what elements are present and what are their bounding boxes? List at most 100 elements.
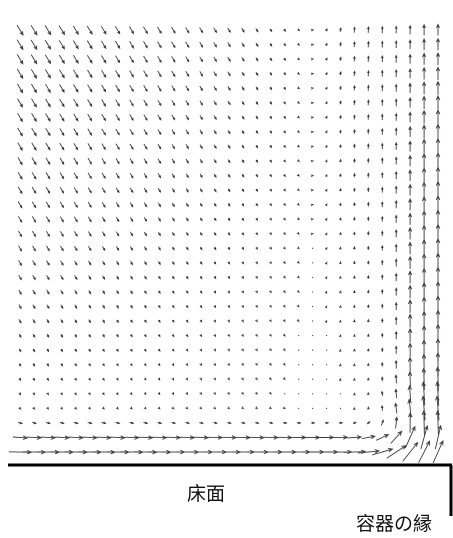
velocity-arrow <box>380 171 384 179</box>
velocity-arrow <box>324 203 328 207</box>
velocity-arrow <box>353 245 356 250</box>
velocity-arrow <box>59 142 65 151</box>
velocity-arrow <box>249 435 265 440</box>
velocity-arrow <box>87 143 93 151</box>
velocity-arrow <box>324 188 328 192</box>
velocity-arrow <box>60 377 63 382</box>
velocity-arrow <box>74 406 78 410</box>
velocity-arrow <box>255 130 259 135</box>
velocity-arrow <box>32 392 36 396</box>
velocity-arrow <box>366 362 370 366</box>
velocity-arrow <box>241 57 245 62</box>
velocity-arrow <box>366 318 370 323</box>
velocity-arrow <box>44 54 52 65</box>
velocity-arrow <box>87 113 93 122</box>
velocity-arrow <box>339 202 342 206</box>
velocity-arrow <box>199 246 203 251</box>
velocity-arrow <box>46 230 50 238</box>
velocity-arrow <box>17 157 23 166</box>
velocity-arrow <box>143 99 148 107</box>
velocity-arrow <box>46 289 50 295</box>
velocity-arrow <box>408 96 412 108</box>
velocity-arrow <box>185 275 189 280</box>
velocity-arrow <box>357 449 380 454</box>
velocity-arrow <box>269 28 273 33</box>
velocity-arrow <box>227 71 231 77</box>
velocity-arrow <box>17 98 24 108</box>
velocity-arrow <box>353 392 356 396</box>
velocity-arrow <box>102 348 105 353</box>
velocity-arrow <box>46 275 50 281</box>
velocity-arrow <box>59 172 65 180</box>
velocity-arrow <box>12 435 29 440</box>
velocity-arrow <box>157 55 162 63</box>
velocity-arrow <box>60 333 64 338</box>
velocity-arrow <box>60 260 64 266</box>
velocity-arrow <box>143 158 148 165</box>
velocity-arrow <box>353 216 356 221</box>
velocity-arrow <box>143 173 148 179</box>
velocity-arrow <box>407 356 413 372</box>
velocity-arrow <box>171 305 175 309</box>
velocity-arrow <box>353 348 356 352</box>
velocity-arrow <box>101 216 106 223</box>
velocity-arrow <box>297 71 301 75</box>
velocity-arrow <box>324 261 328 265</box>
velocity-arrow <box>74 245 78 252</box>
velocity-arrow <box>255 86 259 91</box>
velocity-arrow <box>199 261 203 265</box>
velocity-arrow <box>394 25 398 34</box>
velocity-arrow <box>199 276 203 280</box>
velocity-arrow <box>324 115 328 119</box>
velocity-arrow <box>18 319 22 324</box>
velocity-arrow <box>102 377 105 382</box>
velocity-arrow <box>157 41 162 49</box>
velocity-arrow <box>213 202 217 207</box>
velocity-arrow <box>269 57 273 62</box>
velocity-arrow <box>380 361 384 367</box>
velocity-arrow <box>213 276 217 280</box>
velocity-arrow <box>324 421 330 425</box>
velocity-arrow <box>241 144 245 149</box>
velocity-arrow <box>157 334 161 338</box>
velocity-arrow <box>129 406 133 410</box>
velocity-arrow <box>366 274 370 279</box>
velocity-arrow <box>101 202 106 208</box>
velocity-arrow <box>185 348 189 352</box>
velocity-arrow <box>227 246 231 251</box>
velocity-arrow <box>213 56 217 63</box>
velocity-arrow <box>269 130 273 134</box>
velocity-arrow <box>18 348 22 353</box>
velocity-arrow <box>353 172 356 178</box>
velocity-arrow <box>101 40 107 50</box>
velocity-arrow <box>394 359 398 369</box>
velocity-arrow <box>353 70 356 77</box>
velocity-arrow <box>213 115 217 121</box>
velocity-arrow <box>166 435 182 440</box>
velocity-arrow <box>157 217 161 222</box>
velocity-arrow <box>227 27 231 34</box>
velocity-arrow <box>87 421 93 425</box>
velocity-arrow <box>394 214 398 223</box>
velocity-arrow <box>185 334 189 338</box>
velocity-arrow <box>394 185 398 194</box>
velocity-arrow <box>269 304 272 308</box>
velocity-arrow <box>213 85 217 92</box>
velocity-arrow <box>310 174 315 178</box>
velocity-arrow <box>421 210 427 228</box>
velocity-arrow <box>116 348 119 353</box>
velocity-arrow <box>32 348 36 353</box>
velocity-arrow <box>138 435 154 440</box>
velocity-arrow <box>436 23 440 36</box>
velocity-arrow <box>367 406 370 410</box>
velocity-arrow <box>312 262 314 264</box>
velocity-arrow <box>115 216 120 223</box>
velocity-arrow <box>199 217 203 222</box>
velocity-arrow <box>241 333 244 338</box>
velocity-arrow <box>283 115 287 120</box>
velocity-arrow <box>420 424 429 450</box>
velocity-arrow <box>199 406 203 410</box>
velocity-arrow <box>361 434 376 440</box>
velocity-arrow <box>366 157 370 164</box>
velocity-arrow <box>407 411 413 433</box>
